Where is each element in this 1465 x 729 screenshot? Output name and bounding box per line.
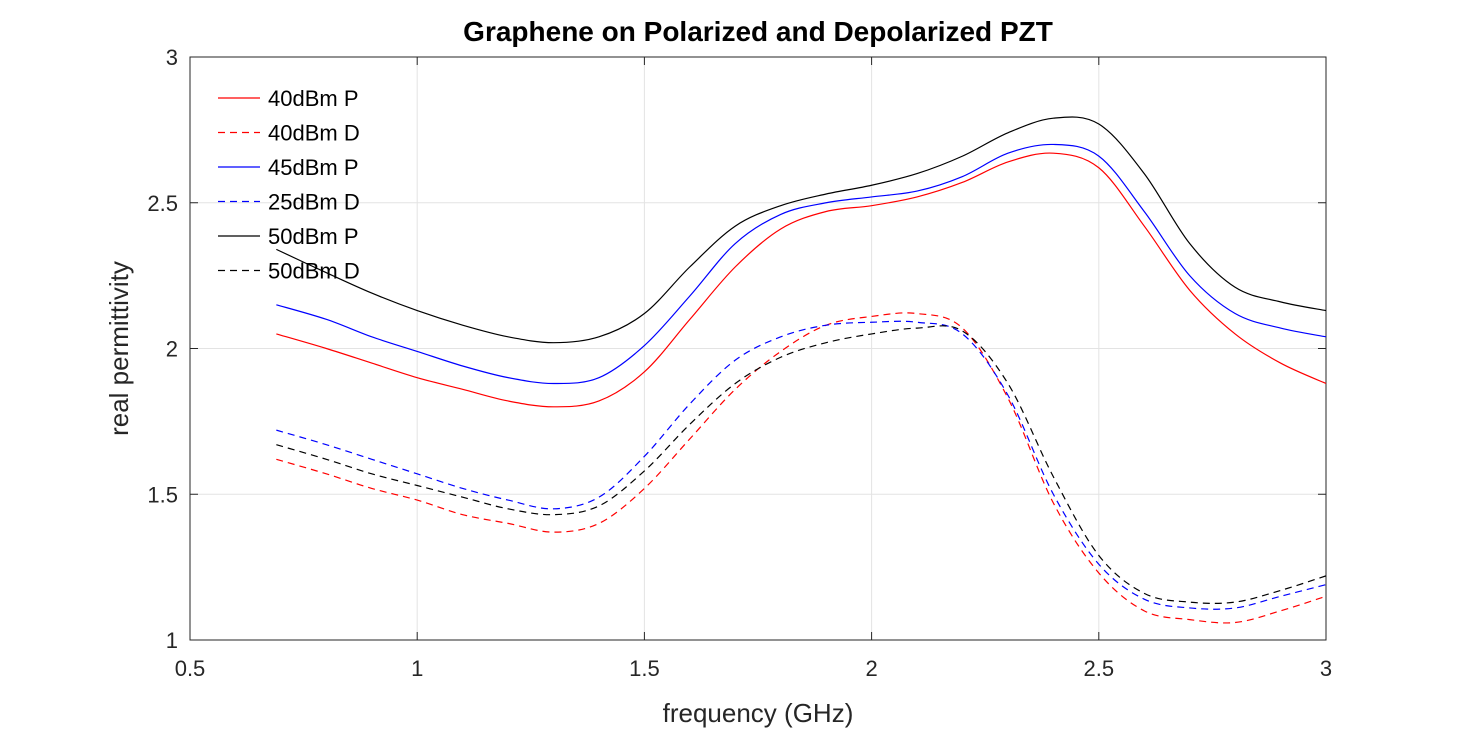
x-tick-label: 2 [865,656,877,681]
series-line-45dbm-p [276,143,1327,385]
y-tick-label: 3 [166,45,178,70]
legend-label-45dbm-p: 45dBm P [268,155,359,180]
legend: 40dBm P 40dBm D 45dBm P 25dBm D 50dBm P 50dBm… [218,86,360,284]
series-line-50dbm-p [276,116,1327,344]
series-line-25dbm-d [276,320,1327,610]
series-line-40dbm-d [276,312,1327,624]
y-axis-label: real permittivity [104,261,134,436]
legend-label-40dbm-d: 40dBm D [268,121,360,146]
legend-label-50dbm-d: 50dBm D [268,259,360,284]
x-tick-label: 2.5 [1084,656,1115,681]
ticks: 0.5 1 1.5 2 2.5 3 1 1.5 2 2.5 3 [147,45,1332,681]
series-line-40dbm-p [276,152,1327,408]
x-tick-label: 1 [411,656,423,681]
series-line-50dbm-d [276,325,1327,604]
x-tick-label: 1.5 [629,656,660,681]
legend-label-25dbm-d: 25dBm D [268,190,360,215]
series-group [276,116,1327,624]
legend-label-40dbm-p: 40dBm P [268,86,359,111]
y-tick-label: 2 [166,337,178,362]
y-tick-label: 2.5 [147,191,178,216]
x-tick-label: 3 [1320,656,1332,681]
y-tick-label: 1 [166,628,178,653]
x-tick-label: 0.5 [175,656,206,681]
x-axis-label: frequency (GHz) [663,698,854,728]
y-tick-label: 1.5 [147,482,178,507]
chart-title: Graphene on Polarized and Depolarized PZ… [463,16,1053,47]
legend-label-50dbm-p: 50dBm P [268,224,359,249]
